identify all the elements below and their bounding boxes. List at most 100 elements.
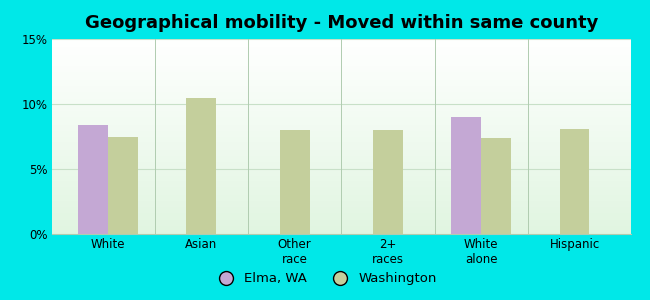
Bar <box>52 150 630 152</box>
Bar <box>52 173 630 175</box>
Bar <box>52 55 630 56</box>
Bar <box>52 94 630 95</box>
Bar <box>52 166 630 168</box>
Bar <box>52 226 630 228</box>
Bar <box>451 117 481 234</box>
Bar <box>52 162 630 164</box>
Bar <box>52 47 630 49</box>
Bar <box>52 43 630 45</box>
Bar <box>52 218 630 220</box>
Bar <box>52 232 630 234</box>
Bar <box>52 88 630 90</box>
Bar <box>481 138 511 234</box>
Bar <box>52 41 630 43</box>
Bar <box>52 203 630 205</box>
Bar <box>52 78 630 80</box>
Bar <box>52 80 630 82</box>
Bar <box>52 74 630 76</box>
Bar <box>52 185 630 187</box>
Bar <box>52 39 630 41</box>
Bar <box>52 211 630 212</box>
Bar <box>52 170 630 172</box>
Bar <box>52 176 630 177</box>
Bar <box>52 164 630 166</box>
Legend: Elma, WA, Washington: Elma, WA, Washington <box>207 267 443 290</box>
Bar <box>52 103 630 105</box>
Bar <box>52 125 630 127</box>
Bar <box>52 129 630 130</box>
Bar <box>52 179 630 181</box>
Bar <box>52 64 630 66</box>
Bar <box>52 214 630 217</box>
Bar <box>52 86 630 88</box>
Bar <box>52 115 630 117</box>
Bar <box>52 49 630 51</box>
Bar <box>52 160 630 162</box>
Bar <box>52 189 630 191</box>
Bar <box>52 84 630 86</box>
Bar <box>52 168 630 169</box>
Bar <box>52 70 630 72</box>
Bar <box>52 61 630 62</box>
Bar <box>108 136 138 234</box>
Bar <box>52 220 630 222</box>
Bar <box>52 131 630 133</box>
Bar <box>52 113 630 115</box>
Bar <box>52 191 630 193</box>
Bar <box>52 177 630 179</box>
Bar <box>52 205 630 207</box>
Bar <box>52 224 630 226</box>
Bar <box>52 119 630 121</box>
Bar <box>52 209 630 211</box>
Bar <box>52 117 630 119</box>
Bar <box>560 129 590 234</box>
Bar <box>52 56 630 58</box>
Bar <box>52 228 630 230</box>
Bar <box>52 207 630 209</box>
Bar <box>52 199 630 201</box>
Bar <box>52 66 630 68</box>
Bar <box>52 58 630 60</box>
Bar <box>52 53 630 55</box>
Bar <box>52 133 630 134</box>
Bar <box>52 158 630 160</box>
Bar <box>52 72 630 74</box>
Bar <box>52 187 630 189</box>
Bar <box>52 148 630 150</box>
Bar <box>52 183 630 185</box>
Bar <box>52 230 630 232</box>
Bar <box>52 121 630 123</box>
Bar <box>52 146 630 148</box>
Bar <box>52 172 630 173</box>
Bar <box>52 134 630 136</box>
Bar <box>52 105 630 107</box>
Bar <box>52 140 630 142</box>
Bar <box>52 62 630 64</box>
Bar <box>187 98 216 234</box>
Bar <box>52 95 630 98</box>
Bar <box>52 123 630 125</box>
Bar <box>52 76 630 78</box>
Bar <box>52 68 630 70</box>
Bar <box>78 125 108 234</box>
Title: Geographical mobility - Moved within same county: Geographical mobility - Moved within sam… <box>84 14 598 32</box>
Bar <box>52 156 630 158</box>
Bar <box>52 195 630 197</box>
Bar <box>52 152 630 154</box>
Bar <box>52 217 630 218</box>
Bar <box>280 130 309 234</box>
Bar <box>52 154 630 156</box>
Bar <box>52 212 630 214</box>
Bar <box>52 142 630 144</box>
Bar <box>52 127 630 129</box>
Bar <box>52 193 630 195</box>
Bar <box>52 222 630 224</box>
Bar <box>52 45 630 47</box>
Bar <box>52 92 630 94</box>
Bar <box>52 99 630 101</box>
Bar <box>52 107 630 109</box>
Bar <box>52 101 630 103</box>
Bar <box>52 98 630 100</box>
Bar <box>52 197 630 199</box>
Bar <box>52 136 630 138</box>
